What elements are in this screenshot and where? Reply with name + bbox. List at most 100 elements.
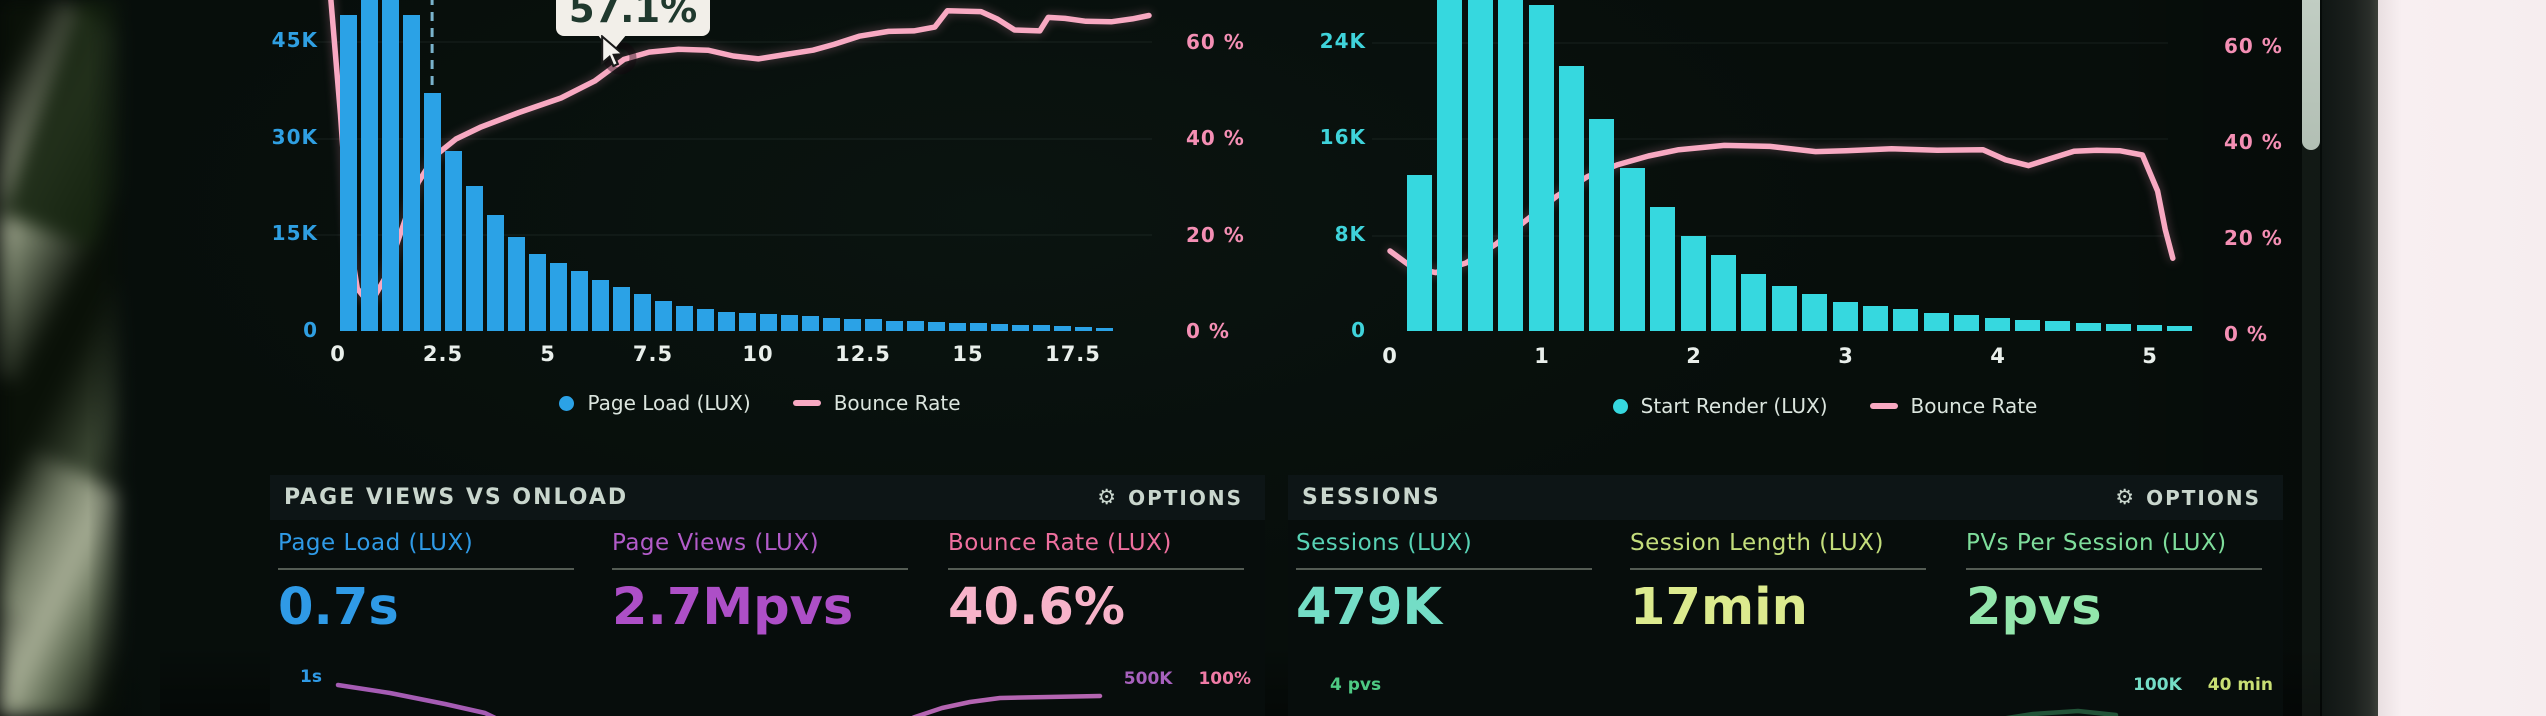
- histogram-bar[interactable]: [907, 321, 924, 331]
- histogram-bar[interactable]: [1407, 175, 1432, 331]
- mini-axis-label: 40 min: [2207, 675, 2273, 695]
- histogram-bar[interactable]: [1012, 324, 1029, 331]
- blurred-plant-foreground: [0, 0, 122, 716]
- metric-divider: [278, 568, 574, 570]
- histogram-bar[interactable]: [1954, 315, 1980, 331]
- histogram-bar[interactable]: [739, 313, 756, 331]
- legend-page-load[interactable]: Page Load (LUX) Bounce Rate: [490, 391, 1030, 415]
- bounce-rate-legend-dash-icon: [1869, 403, 1898, 409]
- bounce-rate-tooltip: 57.1%: [556, 0, 710, 36]
- y-axis-tick-label: 8K: [1334, 221, 1366, 246]
- histogram-bar[interactable]: [1498, 0, 1524, 331]
- options-button[interactable]: ⚙ OPTIONS: [2109, 485, 2267, 511]
- histogram-bar[interactable]: [697, 309, 714, 331]
- metric-page-load: Page Load (LUX) 0.7s: [278, 530, 574, 637]
- x-axis-tick-label: 3: [1838, 344, 1854, 368]
- histogram-bar[interactable]: [1033, 325, 1050, 331]
- histogram-bar[interactable]: [886, 320, 903, 331]
- gridline: [1372, 41, 2168, 44]
- histogram-bar[interactable]: [1923, 312, 1949, 331]
- histogram-bar[interactable]: [2167, 326, 2192, 331]
- histogram-bar[interactable]: [424, 92, 441, 331]
- histogram-bar[interactable]: [823, 317, 840, 331]
- scrollbar-track[interactable]: [2302, 0, 2320, 716]
- histogram-bar[interactable]: [529, 253, 546, 331]
- histogram-bar[interactable]: [1680, 235, 1706, 331]
- histogram-bar[interactable]: [1711, 255, 1736, 331]
- x-axis-tick-label: 7.5: [632, 342, 674, 366]
- metric-label: Sessions (LUX): [1296, 530, 1473, 556]
- histogram-bar[interactable]: [844, 318, 861, 331]
- metric-divider: [612, 568, 908, 570]
- histogram-bar[interactable]: [1802, 293, 1828, 331]
- histogram-bar[interactable]: [991, 323, 1008, 331]
- histogram-bar[interactable]: [592, 279, 609, 331]
- histogram-bar[interactable]: [382, 0, 399, 331]
- percent-axis-tick-label: 20 %: [2224, 226, 2283, 250]
- histogram-bar[interactable]: [2136, 325, 2162, 331]
- histogram-bar[interactable]: [1559, 65, 1584, 331]
- histogram-bar[interactable]: [655, 300, 672, 331]
- histogram-bar[interactable]: [781, 314, 798, 331]
- histogram-bar[interactable]: [802, 316, 819, 331]
- histogram-bar[interactable]: [2045, 321, 2071, 331]
- histogram-bar[interactable]: [1984, 317, 2010, 331]
- histogram-bar[interactable]: [466, 186, 483, 331]
- panel-header: PAGE VIEWS VS ONLOAD ⚙ OPTIONS: [270, 475, 1265, 520]
- panel-title: SESSIONS: [1302, 485, 1441, 510]
- histogram-bar[interactable]: [1771, 286, 1797, 331]
- histogram-bar[interactable]: [1589, 118, 1615, 331]
- histogram-bar[interactable]: [403, 15, 420, 331]
- mini-axis-labels: 500K 100%: [1124, 669, 1251, 689]
- histogram-bar[interactable]: [676, 305, 693, 331]
- histogram-bar[interactable]: [760, 313, 777, 331]
- histogram-bar[interactable]: [865, 319, 882, 331]
- x-axis-tick-label: 0: [1382, 344, 1398, 368]
- histogram-bar[interactable]: [445, 150, 462, 331]
- y-axis-tick-label: 45K: [271, 28, 318, 53]
- options-button[interactable]: ⚙ OPTIONS: [1091, 485, 1249, 511]
- histogram-bar[interactable]: [1096, 327, 1113, 331]
- metric-value: 40.6%: [948, 578, 1125, 637]
- histogram-bar[interactable]: [1863, 305, 1888, 331]
- page-load-legend-dot-icon: [559, 395, 575, 411]
- histogram-bar[interactable]: [1528, 5, 1554, 331]
- histogram-bar[interactable]: [1437, 0, 1463, 331]
- percent-axis-tick-label: 40 %: [1186, 126, 1245, 150]
- histogram-bar[interactable]: [508, 237, 525, 331]
- histogram-bar[interactable]: [1467, 0, 1493, 331]
- mouse-cursor-icon: [599, 34, 629, 73]
- histogram-bar[interactable]: [2075, 322, 2101, 331]
- histogram-bar[interactable]: [361, 0, 378, 331]
- histogram-bar[interactable]: [1741, 273, 1767, 331]
- histogram-bar[interactable]: [340, 15, 357, 331]
- metric-value: 2pvs: [1966, 578, 2102, 637]
- histogram-bar[interactable]: [1893, 309, 1919, 331]
- metric-value: 0.7s: [278, 578, 399, 637]
- y-axis-tick-label: 30K: [271, 124, 318, 149]
- histogram-bar[interactable]: [970, 323, 987, 331]
- metric-bounce-rate: Bounce Rate (LUX) 40.6%: [948, 530, 1244, 637]
- histogram-bar[interactable]: [550, 262, 567, 331]
- x-axis-tick-label: 2: [1686, 344, 1702, 368]
- histogram-bar[interactable]: [634, 293, 651, 331]
- histogram-bar[interactable]: [949, 322, 966, 331]
- y-axis-tick-label: 0: [1351, 318, 1366, 342]
- histogram-bar[interactable]: [571, 271, 588, 331]
- histogram-bar[interactable]: [928, 322, 945, 331]
- scrollbar-thumb[interactable]: [2302, 0, 2320, 150]
- histogram-bar[interactable]: [487, 215, 504, 331]
- legend-start-render[interactable]: Start Render (LUX) Bounce Rate: [1555, 394, 2095, 418]
- histogram-bar[interactable]: [1075, 326, 1092, 331]
- histogram-bar[interactable]: [1832, 302, 1858, 331]
- percent-axis-tick-label: 0 %: [1186, 319, 1230, 343]
- histogram-bar[interactable]: [718, 311, 735, 331]
- histogram-bar[interactable]: [2106, 323, 2132, 331]
- options-label: OPTIONS: [2146, 485, 2261, 510]
- mini-axis-label: 500K: [1123, 669, 1173, 689]
- histogram-bar[interactable]: [2015, 320, 2040, 331]
- histogram-bar[interactable]: [1619, 168, 1645, 331]
- histogram-bar[interactable]: [1650, 206, 1676, 331]
- histogram-bar[interactable]: [1054, 325, 1071, 331]
- histogram-bar[interactable]: [613, 286, 630, 331]
